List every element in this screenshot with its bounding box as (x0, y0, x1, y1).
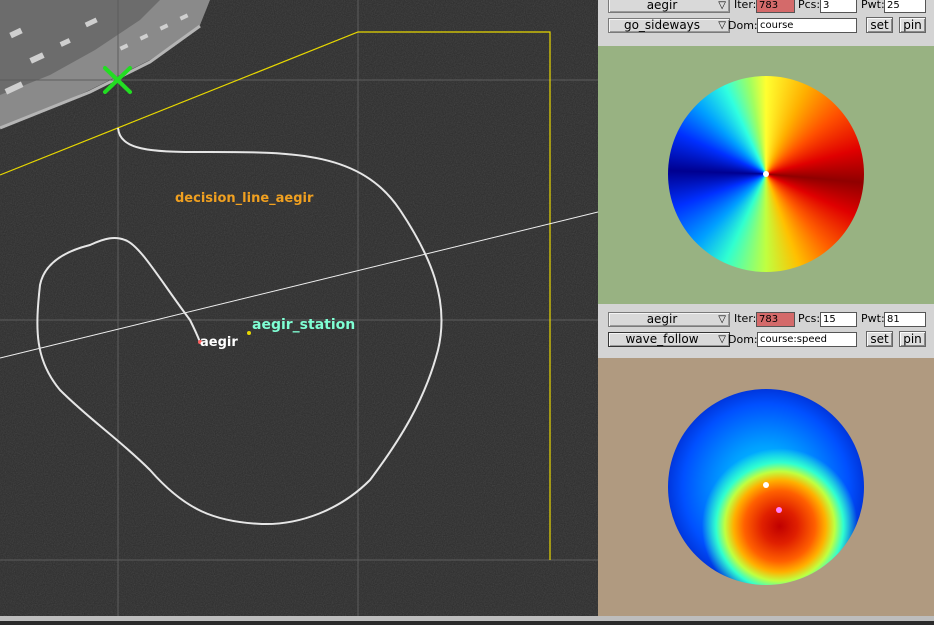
chevron-down-icon: ▽ (718, 20, 726, 31)
bottom-dom-label: Dom: (728, 333, 758, 346)
top-pwt-label: Pwt: (861, 0, 885, 11)
map-view[interactable]: decision_line_aegir aegir_station aegir (0, 0, 599, 621)
station-label: aegir_station (252, 317, 355, 333)
map-canvas[interactable]: decision_line_aegir aegir_station aegir (0, 0, 599, 621)
course-speed-optimum-dot (776, 507, 782, 513)
bottom-iter-label: Iter: (734, 312, 757, 325)
vehicle-marker[interactable] (198, 340, 202, 344)
sea-texture (0, 0, 598, 621)
decision-line (0, 211, 599, 359)
top-ipf-view[interactable] (598, 46, 934, 304)
chevron-down-icon: ▽ (718, 0, 726, 11)
bottom-behavior-select[interactable]: wave_follow ▽ (608, 332, 730, 347)
top-pcs-field[interactable]: 3 (820, 0, 857, 13)
bottom-ipf-view[interactable] (598, 358, 934, 616)
vehicle-label: aegir (200, 335, 238, 350)
top-vehicle-value: aegir (646, 0, 678, 12)
top-behavior-value: go_sideways (623, 18, 701, 32)
top-dom-label: Dom: (728, 19, 758, 32)
decision-line-label: decision_line_aegir (175, 191, 314, 206)
chevron-down-icon: ▽ (718, 334, 726, 345)
top-pcs-label: Pcs: (798, 0, 821, 11)
behavior-panel: aegir ▽ Iter: 783 Pcs: 3 Pwt: 25 go_side… (598, 0, 934, 621)
bottom-behavior-value: wave_follow (625, 332, 699, 346)
bottom-pcs-field[interactable]: 15 (820, 312, 857, 327)
map-grid (0, 0, 598, 621)
top-set-button[interactable]: set (866, 17, 893, 33)
waypoint-x-marker[interactable] (103, 66, 132, 94)
shoreline (0, 0, 210, 130)
bottom-pwt-label: Pwt: (861, 312, 885, 325)
chevron-down-icon: ▽ (718, 314, 726, 325)
station-point (247, 331, 251, 335)
bottom-pin-button[interactable]: pin (899, 331, 926, 347)
vehicle-track (36, 127, 443, 526)
bottom-dom-field[interactable]: course:speed (757, 332, 857, 347)
bottom-set-button[interactable]: set (866, 331, 893, 347)
bottom-pcs-label: Pcs: (798, 312, 821, 325)
top-pwt-field[interactable]: 25 (884, 0, 926, 13)
top-control-bar: aegir ▽ Iter: 783 Pcs: 3 Pwt: 25 go_side… (598, 0, 934, 46)
top-behavior-select[interactable]: go_sideways ▽ (608, 18, 730, 33)
top-iter-value: 783 (756, 0, 795, 13)
course-center-dot (763, 171, 769, 177)
bottom-pwt-field[interactable]: 81 (884, 312, 926, 327)
top-dom-field[interactable]: course (757, 18, 857, 33)
top-pin-button[interactable]: pin (899, 17, 926, 33)
top-vehicle-select[interactable]: aegir ▽ (608, 0, 730, 13)
bottom-iter-value: 783 (756, 312, 795, 327)
bottom-vehicle-value: aegir (646, 312, 678, 326)
bottom-control-bar: aegir ▽ Iter: 783 Pcs: 15 Pwt: 81 wave_f… (598, 304, 934, 358)
bottom-vehicle-select[interactable]: aegir ▽ (608, 312, 730, 327)
course-speed-current-dot (763, 482, 769, 488)
top-iter-label: Iter: (734, 0, 757, 11)
bottom-status-strip (0, 616, 934, 621)
op-region-boundary (0, 31, 551, 560)
